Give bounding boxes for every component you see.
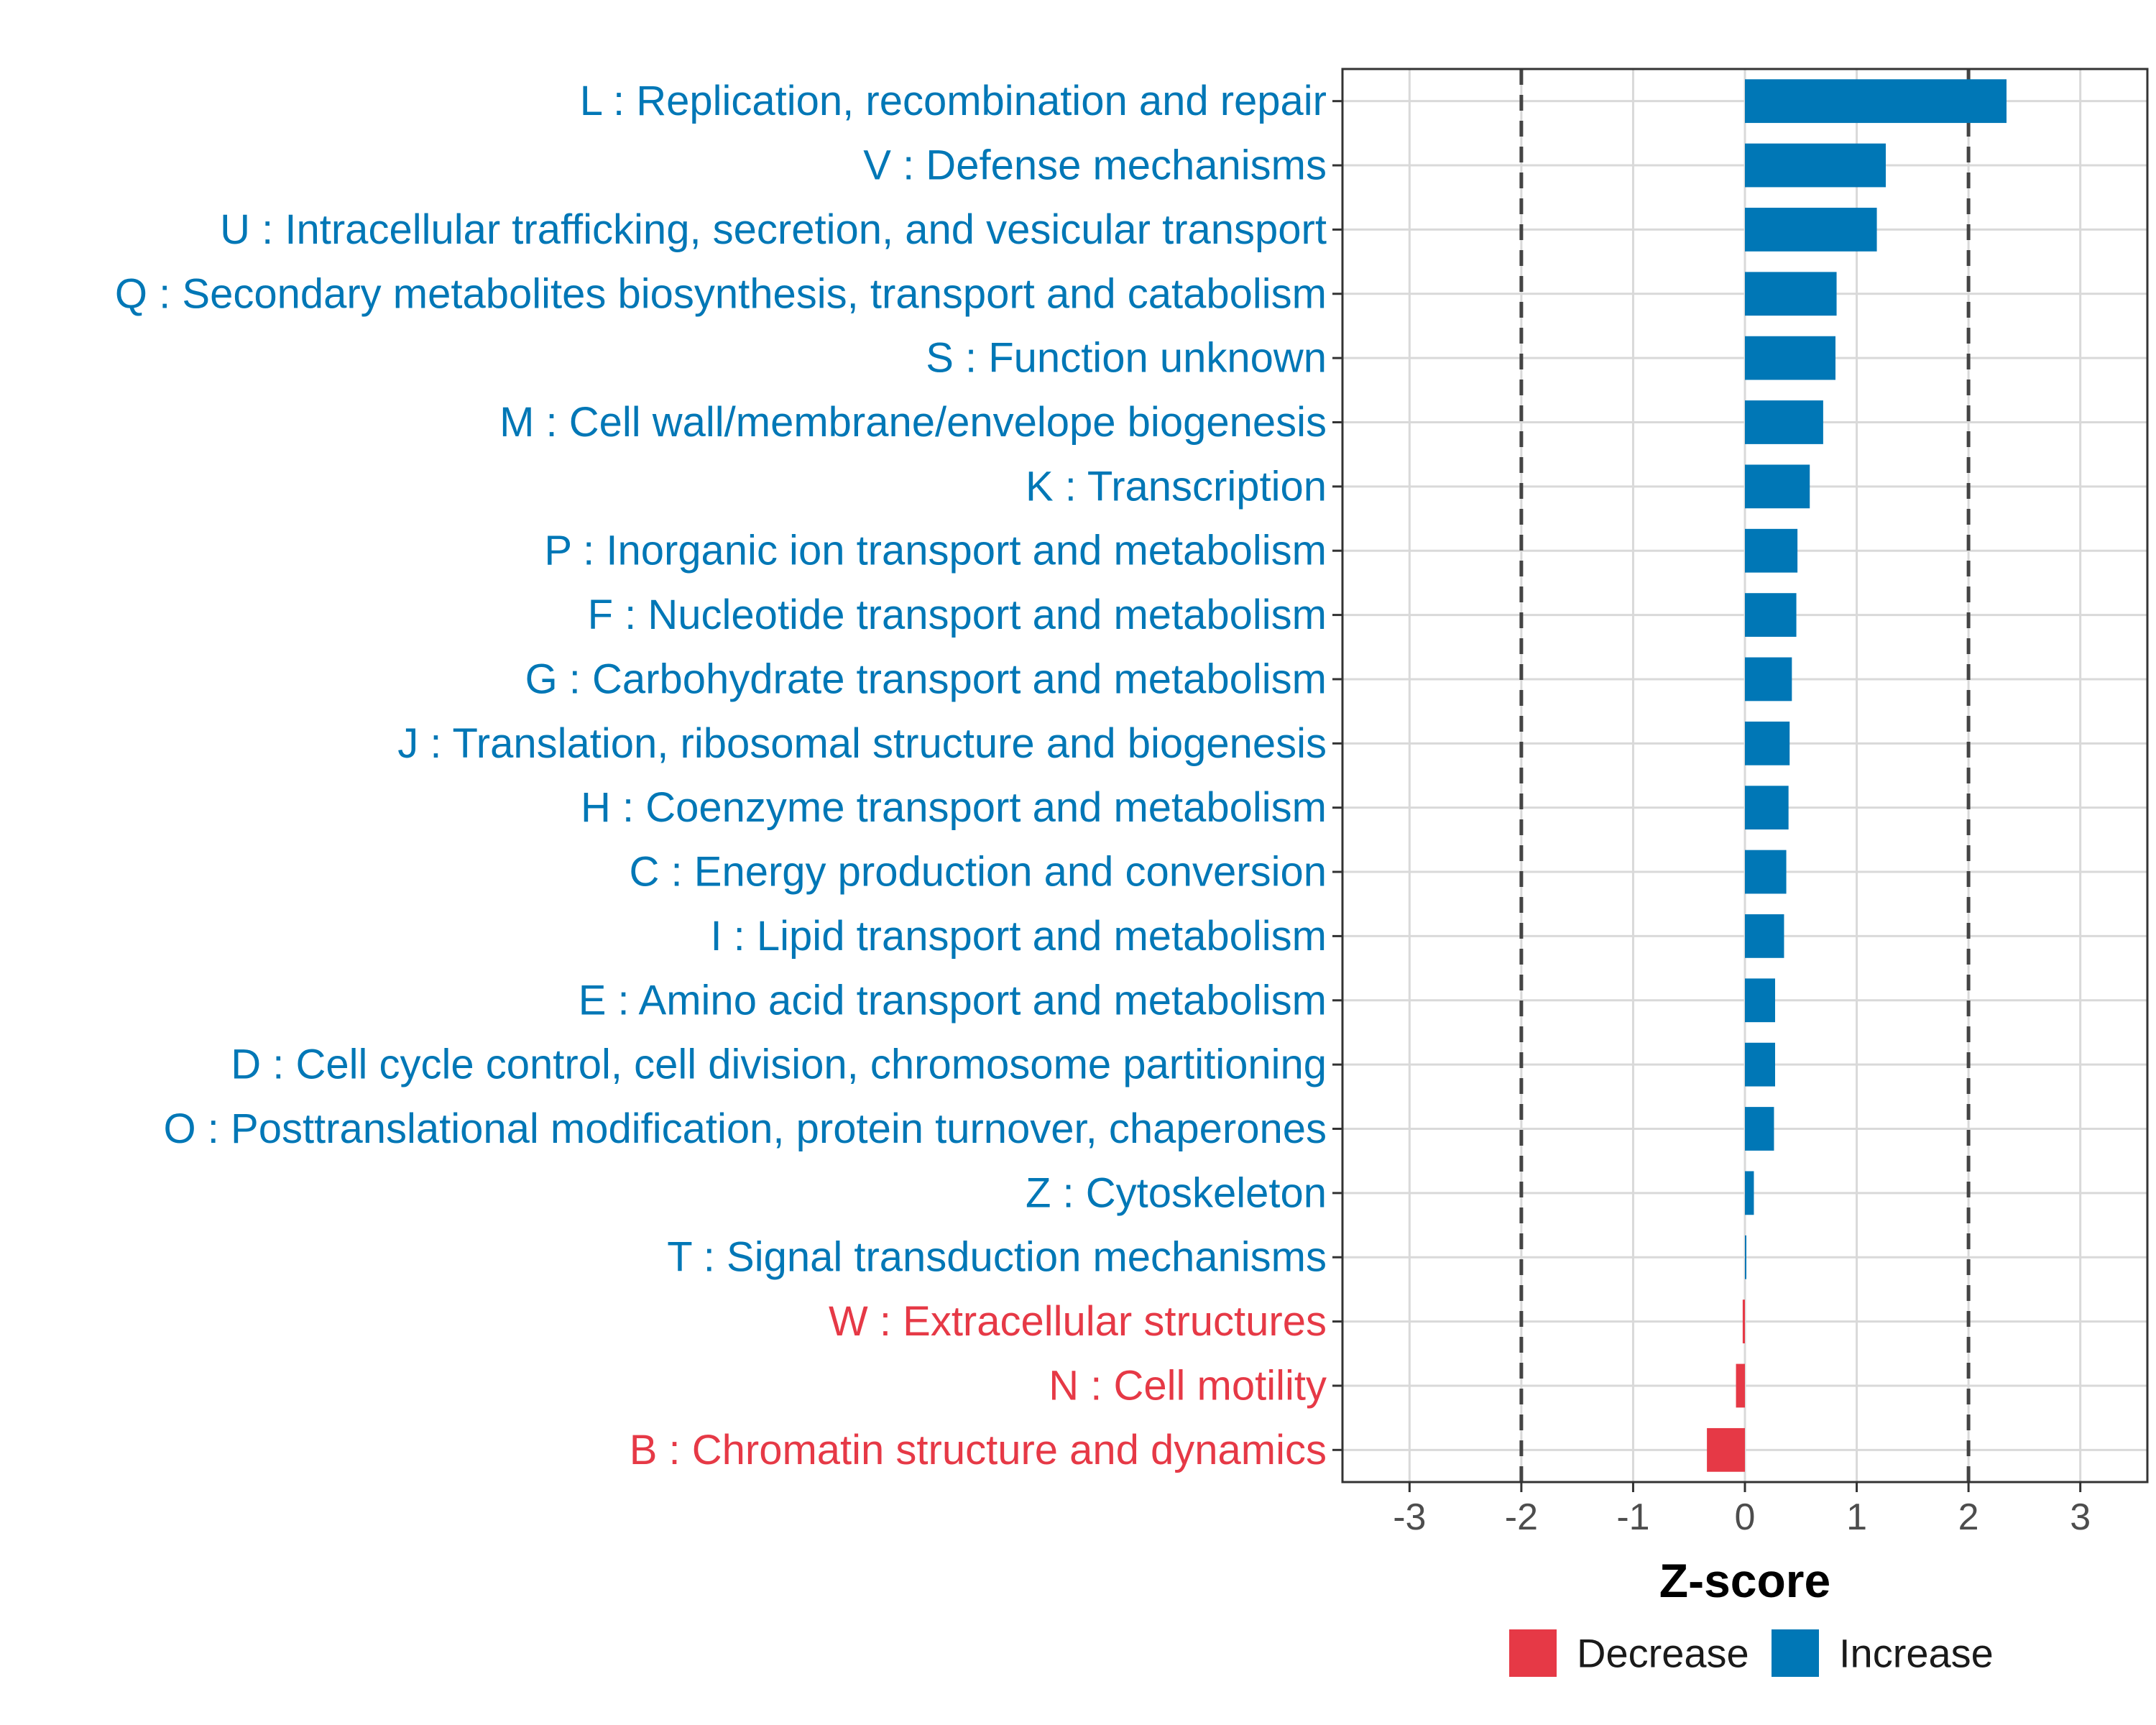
- bar-18: [1745, 1235, 1746, 1279]
- category-label-5: M : Cell wall/membrane/envelope biogenes…: [499, 399, 1327, 446]
- category-label-8: F : Nucleotide transport and metabolism: [588, 592, 1327, 638]
- category-label-1: V : Defense mechanisms: [863, 142, 1327, 189]
- bar-13: [1745, 914, 1784, 958]
- bar-7: [1745, 528, 1798, 573]
- bar-19: [1742, 1300, 1745, 1343]
- category-label-3: Q : Secondary metabolites biosynthesis, …: [115, 270, 1327, 317]
- category-label-17: Z : Cytoskeleton: [1026, 1169, 1327, 1216]
- legend-label-decrease: Decrease: [1577, 1631, 1749, 1676]
- x-tick-label-6: 3: [2070, 1496, 2091, 1538]
- category-label-18: T : Signal transduction mechanisms: [667, 1234, 1327, 1281]
- x-axis-title: Z-score: [1659, 1554, 1830, 1607]
- category-label-14: E : Amino acid transport and metabolism: [579, 977, 1327, 1024]
- category-label-0: L : Replication, recombination and repai…: [580, 78, 1327, 124]
- legend-label-increase: Increase: [1839, 1631, 1994, 1676]
- legend-swatch-decrease: [1509, 1629, 1557, 1677]
- bar-0: [1745, 79, 2007, 124]
- bar-4: [1745, 336, 1835, 380]
- category-label-19: W : Extracellular structures: [829, 1298, 1327, 1345]
- x-tick-label-2: -1: [1616, 1496, 1649, 1538]
- bar-11: [1745, 786, 1789, 830]
- bar-2: [1745, 208, 1877, 252]
- bar-3: [1745, 272, 1837, 316]
- legend: Decrease Increase: [1509, 1629, 1994, 1677]
- x-axis: -3 -2 -1 0 1 2 3: [1393, 1482, 2091, 1538]
- x-tick-label-4: 1: [1846, 1496, 1867, 1538]
- bar-20: [1736, 1363, 1745, 1408]
- category-label-11: H : Coenzyme transport and metabolism: [581, 784, 1327, 831]
- legend-swatch-increase: [1772, 1629, 1819, 1677]
- bar-10: [1745, 721, 1790, 765]
- category-label-12: C : Energy production and conversion: [630, 849, 1327, 896]
- category-label-7: P : Inorganic ion transport and metaboli…: [544, 528, 1327, 574]
- bar-21: [1707, 1427, 1745, 1472]
- bar-15: [1745, 1042, 1775, 1087]
- bar-9: [1745, 657, 1792, 702]
- category-label-2: U : Intracellular trafficking, secretion…: [220, 206, 1327, 253]
- category-label-6: K : Transcription: [1026, 463, 1327, 510]
- category-label-21: B : Chromatin structure and dynamics: [630, 1427, 1327, 1473]
- category-label-15: D : Cell cycle control, cell division, c…: [231, 1041, 1327, 1088]
- category-label-10: J : Translation, ribosomal structure and…: [397, 720, 1327, 767]
- bar-14: [1745, 978, 1775, 1023]
- reference-lines: [1519, 69, 1971, 1482]
- bars: [1707, 79, 2007, 1472]
- bar-6: [1745, 464, 1810, 509]
- bar-16: [1745, 1107, 1774, 1151]
- bar-17: [1745, 1171, 1754, 1215]
- x-tick-label-0: -3: [1393, 1496, 1426, 1538]
- x-tick-label-1: -2: [1505, 1496, 1538, 1538]
- category-label-13: I : Lipid transport and metabolism: [710, 913, 1327, 960]
- category-label-9: G : Carbohydrate transport and metabolis…: [525, 656, 1327, 702]
- bar-5: [1745, 400, 1823, 444]
- bar-1: [1745, 143, 1886, 188]
- x-tick-label-5: 2: [1958, 1496, 1979, 1538]
- bar-8: [1745, 593, 1797, 637]
- y-axis: L : Replication, recombination and repai…: [115, 78, 1342, 1473]
- category-label-20: N : Cell motility: [1049, 1362, 1327, 1409]
- category-label-16: O : Posttranslational modification, prot…: [164, 1105, 1327, 1152]
- bar-12: [1745, 850, 1787, 894]
- x-tick-label-3: 0: [1735, 1496, 1756, 1538]
- category-label-4: S : Function unknown: [926, 335, 1327, 382]
